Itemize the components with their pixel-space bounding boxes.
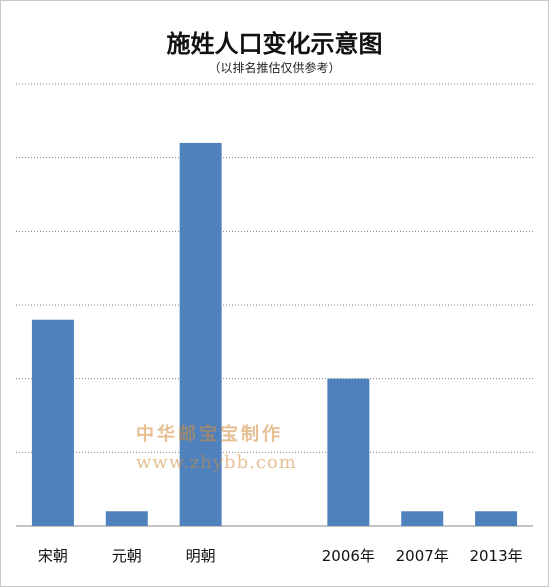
bar-4 xyxy=(327,378,370,526)
x-tick-label-6: 2013年 xyxy=(469,547,522,565)
x-tick-label-2: 明朝 xyxy=(186,547,216,565)
bar-2 xyxy=(179,142,222,526)
bar-6 xyxy=(475,511,518,526)
x-tick-label-1: 元朝 xyxy=(112,547,142,565)
chart-title: 施姓人口变化示意图 xyxy=(166,29,383,58)
x-tick-label-5: 2007年 xyxy=(396,547,449,565)
x-tick-label-4: 2006年 xyxy=(322,547,375,565)
x-tick-label-0: 宋朝 xyxy=(38,547,68,565)
bar-1 xyxy=(105,511,148,526)
bar-0 xyxy=(31,319,74,526)
bar-5 xyxy=(401,511,444,526)
chart-subtitle: （以排名推估仅供参考） xyxy=(208,61,341,75)
watermark-url: www.zhybb.com xyxy=(136,452,297,473)
watermark-text: 中华邮宝宝制作 xyxy=(136,424,283,445)
